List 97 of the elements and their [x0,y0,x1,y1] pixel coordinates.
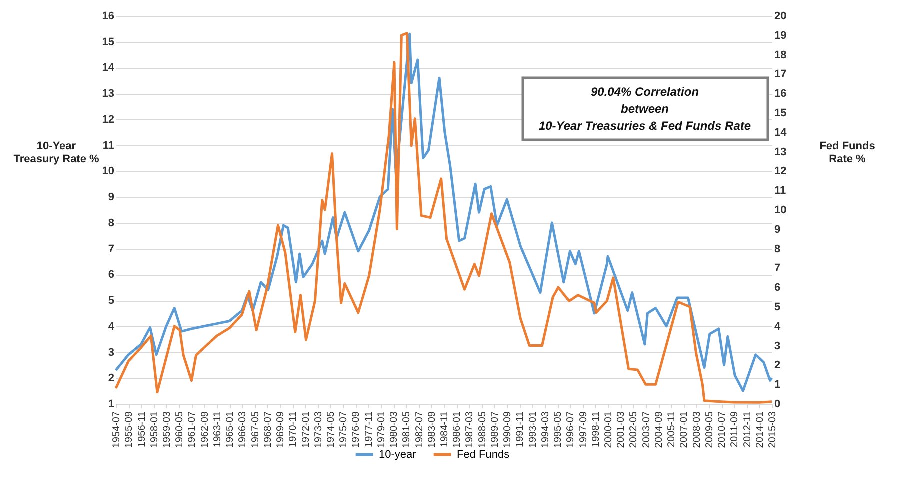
x-tick-label: 1965-01 [225,411,236,448]
y-tick-label: 8 [108,217,114,230]
x-tick-label: 2012-11 [742,411,754,448]
x-tick-label: 1977-11 [364,411,375,448]
y2-tick-label: 11 [774,185,786,198]
x-tick-label: 2004-09 [654,411,666,448]
x-tick-label: 1991-11 [515,411,526,448]
x-tick-label: 1973-03 [313,411,324,448]
annotation: 10-Year Treasuries & Fed Funds Rate [538,119,752,133]
x-tick-label: 2002-05 [628,411,640,448]
y-tick-label: 3 [108,346,114,359]
x-tick-label: 2008-03 [692,411,703,448]
annotation: 90.04% Correlation [590,85,700,99]
x-tick-label: 1990-09 [502,411,514,448]
x-tick-label: 2010-07 [717,411,728,448]
y2-tick-label: 0 [774,398,781,410]
y-tick-label: 4 [108,320,116,333]
y-tick-label: 15 [102,36,114,48]
x-tick-label: 1987-03 [464,411,476,448]
y-tick-label: 6 [108,269,114,282]
x-tick-label: 1954-07 [112,411,122,448]
x-tick-label: 1968-07 [262,411,274,448]
x-tick-label: 1960-05 [174,411,186,448]
x-tick-label: 2000-01 [604,411,615,448]
y2-tick-label: 18 [774,49,787,62]
x-tick-label: 1981-05 [402,411,413,448]
y2-tick-label: 20 [774,10,787,22]
x-tick-label: 1974-05 [326,411,337,448]
y2-tick-label: 7 [774,262,781,275]
y-tick-label: 12 [102,114,114,126]
y-tick-label: 2 [108,372,114,385]
x-tick-label: 1986-01 [452,411,464,448]
x-tick-label: 1963-11 [212,411,224,448]
x-tick-label: 1995-05 [553,411,564,448]
x-tick-label: 2005-11 [666,411,678,448]
x-tick-label: 1959-03 [162,411,173,448]
x-tick-label: 1976-09 [351,411,362,448]
x-tick-label: 1967-05 [250,411,262,448]
x-tick-label: 1979-01 [376,411,388,448]
x-tick-label: 1972-01 [300,411,312,448]
annotation: between [620,102,670,116]
legend-label: 10-year [379,448,417,461]
x-tick-label: 1980-03 [389,411,400,448]
x-tick-label: 1988-05 [477,411,488,448]
x-tick-label: 1961-07 [187,411,198,448]
y-tick-label: 10 [102,166,114,178]
x-tick-label: 1982-07 [414,411,426,448]
x-tick-label: 1970-11 [288,411,300,448]
y2-axis-title: Fed Funds Rate % [820,140,876,166]
y-axis-title: 10-Year Treasury Rate % [14,140,100,166]
y2-tick-label: 10 [774,204,787,216]
x-tick-label: 1966-03 [238,411,249,448]
x-tick-label: 1996-07 [566,411,577,448]
x-tick-label: 1969-09 [276,411,287,448]
y-tick-label: 11 [102,140,114,152]
y2-tick-label: 14 [774,126,788,139]
x-tick-label: 1984-11 [440,411,451,448]
y-tick-label: 13 [102,88,114,100]
y2-tick-label: 3 [774,340,781,352]
x-tick-label: 2009-05 [704,411,716,448]
y2-tick-label: 16 [774,88,787,100]
y2-tick-label: 13 [774,146,787,158]
y2-tick-label: 4 [774,320,782,333]
y-tick-label: 16 [102,10,114,22]
x-tick-label: 1983-09 [426,411,438,448]
x-tick-label: 2014-01 [754,411,766,448]
y2-tick-label: 17 [774,68,787,81]
y2-tick-label: 12 [774,166,787,178]
x-tick-label: 1998-11 [590,411,602,448]
y-tick-label: 7 [108,243,114,256]
x-tick-label: 1989-07 [490,411,501,448]
x-tick-label: 1962-09 [200,411,211,448]
y2-tick-label: 8 [774,243,781,256]
y-tick-label: 14 [102,62,116,74]
y2-tick-label: 19 [774,30,787,42]
y2-tick-label: 2 [774,360,781,372]
x-tick-label: 1993-01 [528,411,539,448]
x-tick-label: 1955-09 [124,411,136,448]
y-tick-label: 5 [108,295,114,308]
x-tick-label: 1958-01 [149,411,160,448]
y2-tick-label: 9 [774,224,781,236]
y-tick-label: 9 [108,192,114,204]
x-tick-label: 2001-03 [616,411,628,448]
y2-tick-label: 15 [774,108,787,120]
x-tick-label: 1975-07 [338,411,350,448]
x-tick-label: 1956-11 [136,411,148,448]
x-tick-label: 1997-09 [578,411,590,448]
x-tick-label: 2003-07 [641,411,652,448]
x-tick-label: 1994-03 [540,411,552,448]
x-tick-label: 2007-01 [679,411,690,448]
y2-tick-label: 5 [774,302,781,314]
y2-tick-label: 1 [774,379,781,392]
y2-tick-label: 6 [774,282,781,294]
x-tick-label: 2011-09 [730,411,741,448]
legend-label: Fed Funds [457,448,510,461]
y-tick-label: 1 [108,398,114,410]
x-tick-label: 2015-03 [768,411,778,448]
